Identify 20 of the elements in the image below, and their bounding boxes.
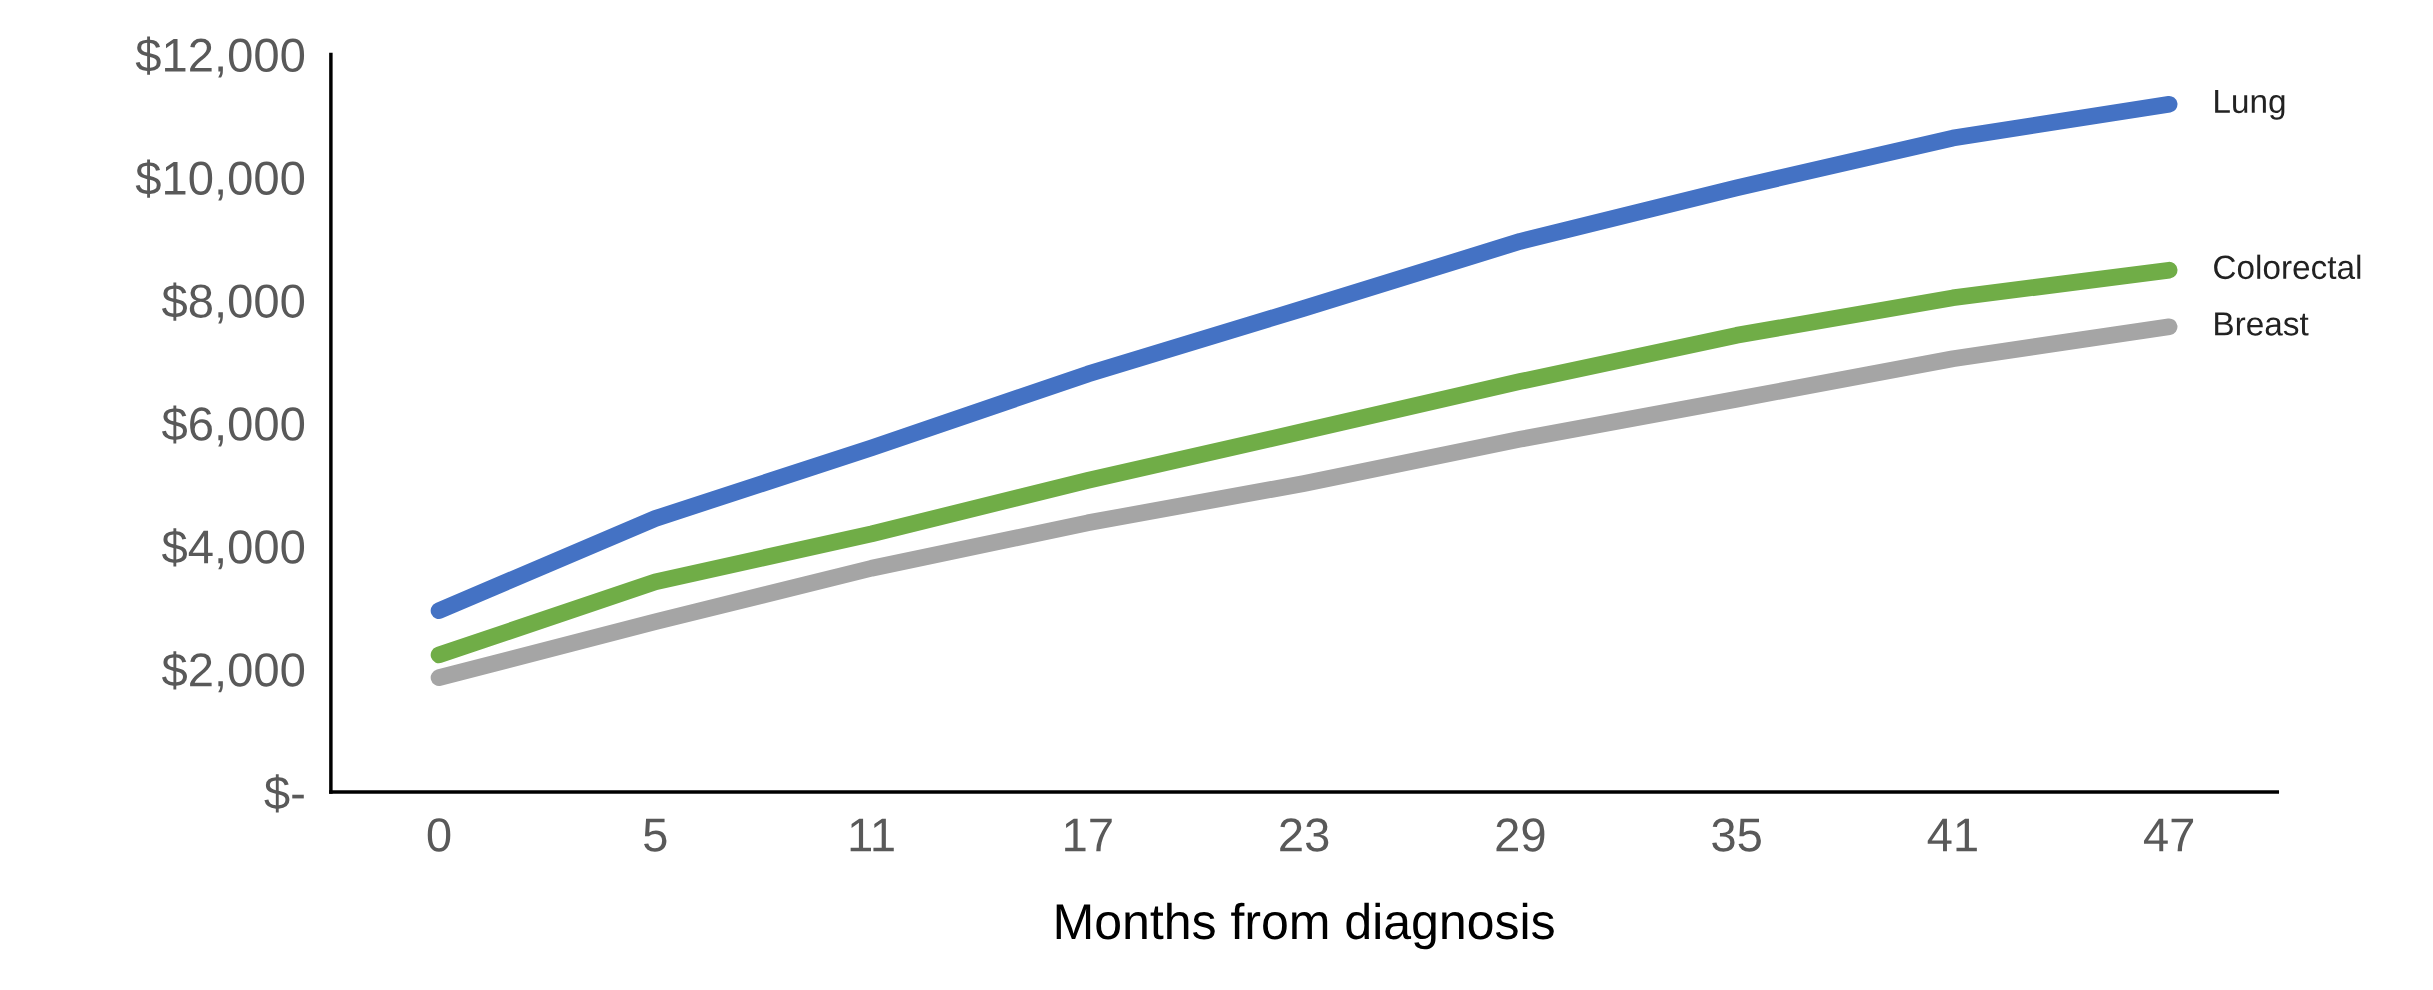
x-tick-label: 29 xyxy=(1496,818,1545,852)
y-tick-label: $4,000 xyxy=(161,528,305,570)
x-tick-label: 11 xyxy=(850,818,894,852)
series-label: Colorectal xyxy=(2214,254,2361,280)
x-tick-label: 47 xyxy=(2143,818,2194,852)
y-tick-label: $12,000 xyxy=(135,36,305,78)
y-tick-label: $10,000 xyxy=(135,159,305,201)
series-label: Lung xyxy=(2215,89,2285,120)
x-tick-label: 23 xyxy=(1280,818,1329,852)
x-tick-label: 5 xyxy=(644,818,667,852)
y-tick-label: $2,000 xyxy=(161,651,305,693)
x-tick-label: 41 xyxy=(1927,818,1977,852)
y-tick-label: $- xyxy=(264,774,304,813)
x-tick-label: 0 xyxy=(427,818,451,852)
x-tick-label: 35 xyxy=(1712,818,1761,852)
y-tick-label: $6,000 xyxy=(161,405,305,447)
x-tick-label: 17 xyxy=(1065,818,1112,852)
y-tick-label: $8,000 xyxy=(161,282,305,324)
series-label: Breast xyxy=(2215,312,2309,336)
x-axis-title: Months from diagnosis xyxy=(1056,902,1554,950)
